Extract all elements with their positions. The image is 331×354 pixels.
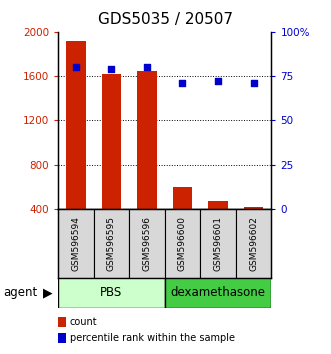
Point [109,66,114,72]
Bar [66,41,85,209]
Text: ▶: ▶ [43,286,53,299]
Text: count: count [70,317,97,327]
Text: percentile rank within the sample: percentile rank within the sample [70,333,234,343]
Text: PBS: PBS [100,286,122,299]
Bar [200,209,236,278]
Text: GSM596601: GSM596601 [213,216,222,271]
Bar [137,70,157,209]
Bar [58,209,93,278]
Point [251,80,256,86]
Bar [208,201,228,209]
Bar [129,209,165,278]
Text: dexamethasone: dexamethasone [170,286,265,299]
Bar [165,209,200,278]
Point [73,64,78,70]
Bar [244,207,263,209]
Bar [102,74,121,209]
Text: GDS5035 / 20507: GDS5035 / 20507 [98,12,233,27]
Point [144,64,150,70]
Bar [165,278,271,308]
Point [180,80,185,86]
Text: GSM596600: GSM596600 [178,216,187,271]
Text: agent: agent [3,286,37,299]
Text: GSM596594: GSM596594 [71,216,80,271]
Text: GSM596602: GSM596602 [249,216,258,271]
Text: GSM596596: GSM596596 [142,216,151,271]
Bar [58,278,165,308]
Text: GSM596595: GSM596595 [107,216,116,271]
Bar [173,187,192,209]
Point [215,79,221,84]
Bar [93,209,129,278]
Bar [236,209,271,278]
